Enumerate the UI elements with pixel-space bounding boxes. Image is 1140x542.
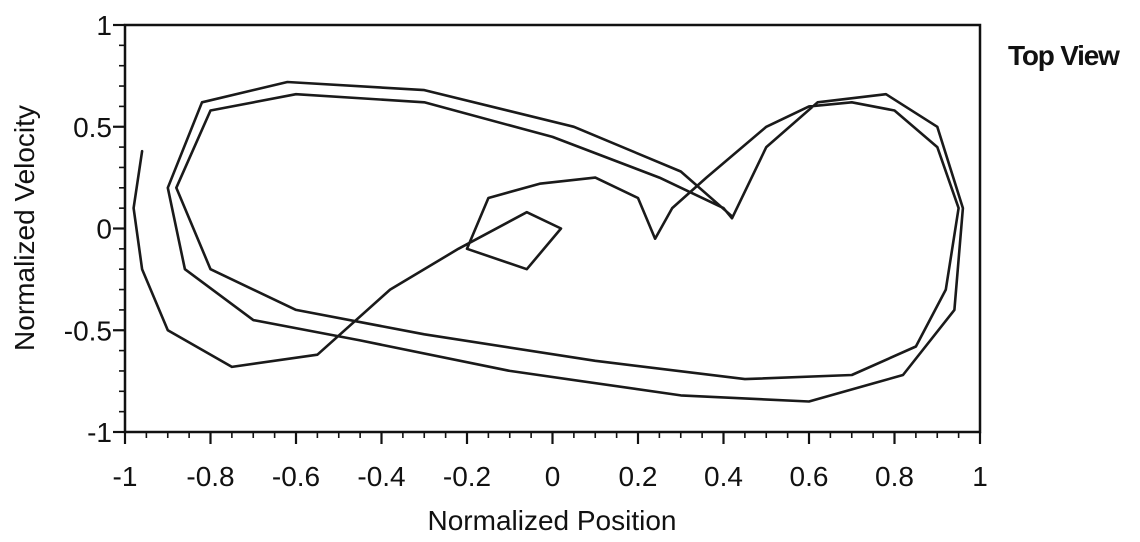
y-tick-label: 0	[96, 214, 112, 245]
x-tick-label: 0.8	[875, 461, 914, 492]
x-tick-label: -0.8	[186, 461, 234, 492]
x-axis-title: Normalized Position	[428, 505, 677, 536]
x-tick-label: 0	[545, 461, 561, 492]
y-tick-label: 1	[96, 10, 112, 41]
trajectory-lines	[132, 80, 965, 403]
y-tick-label: -0.5	[64, 315, 112, 346]
y-tick-label: -1	[87, 417, 112, 448]
axis-ticks	[113, 23, 982, 444]
plot-frame	[123, 23, 982, 434]
x-tick-label: 0.2	[619, 461, 658, 492]
x-tick-label: 0.6	[790, 461, 829, 492]
y-axis-title: Normalized Velocity	[9, 105, 40, 351]
x-tick-labels: -1 -0.8 -0.6 -0.4 -0.2 0 0.2 0.4 0.6 0.8 1	[113, 461, 988, 492]
y-tick-label: 0.5	[73, 112, 112, 143]
x-tick-label: -0.6	[272, 461, 320, 492]
x-tick-label: 1	[972, 461, 988, 492]
top-view-label: Top View	[1008, 40, 1120, 71]
x-tick-label: 0.4	[704, 461, 743, 492]
y-tick-labels: 1 0.5 0 -0.5 -1	[64, 10, 112, 448]
x-tick-label: -0.4	[357, 461, 405, 492]
x-tick-label: -1	[113, 461, 138, 492]
x-tick-label: -0.2	[443, 461, 491, 492]
trajectory-series-0	[132, 80, 965, 403]
